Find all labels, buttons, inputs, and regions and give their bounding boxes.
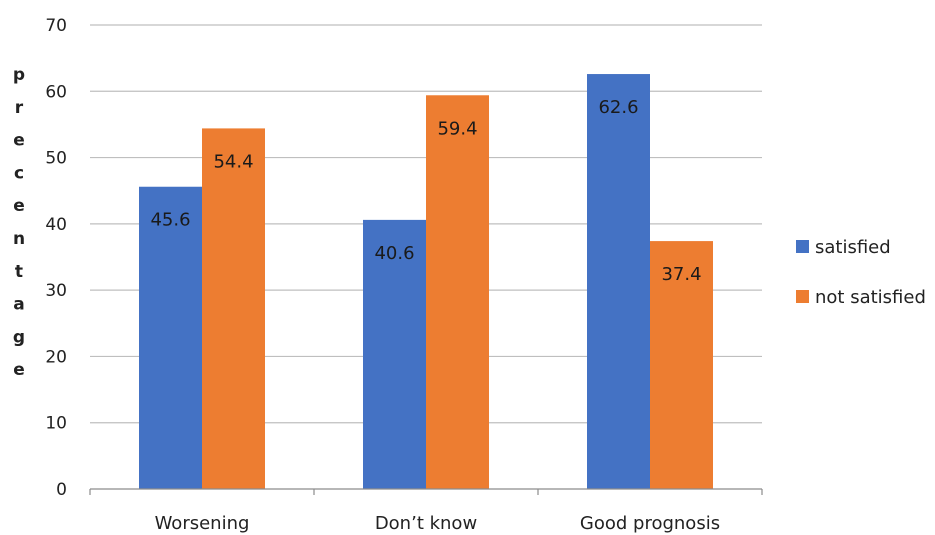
y-axis-label-letter: e xyxy=(13,196,25,216)
y-axis-label-letter: c xyxy=(14,163,24,183)
y-axis-label-letter: g xyxy=(13,327,25,347)
y-tick-label: 20 xyxy=(45,347,67,367)
legend-label: satisfied xyxy=(815,237,891,258)
y-axis-label-letter: e xyxy=(13,131,25,151)
y-tick-label: 10 xyxy=(45,414,67,434)
y-axis-label-letter: p xyxy=(13,65,25,85)
y-tick-label: 0 xyxy=(56,480,67,500)
y-axis-label-letter: e xyxy=(13,360,25,380)
bars xyxy=(139,74,713,490)
data-label: 59.4 xyxy=(437,118,477,139)
x-category-label: Worsening xyxy=(155,513,250,534)
y-axis-label-letter: a xyxy=(13,295,24,315)
x-category-label: Don’t know xyxy=(375,513,477,534)
y-tick-label: 60 xyxy=(45,82,67,102)
bar-not-satisfied-1 xyxy=(426,95,489,490)
legend-swatch-not-satisfied xyxy=(796,290,809,303)
y-axis-label-letter: r xyxy=(15,98,24,118)
data-label: 62.6 xyxy=(598,97,638,118)
bar-satisfied-1 xyxy=(363,219,426,489)
legend-label: not satisfied xyxy=(815,287,926,308)
bar-satisfied-0 xyxy=(139,186,202,490)
bar-not-satisfied-2 xyxy=(650,241,713,489)
y-tick-label: 70 xyxy=(45,16,67,36)
axes: 0 10 20 30 40 50 60 70 Worsening Don’t know Good p… xyxy=(45,16,763,534)
y-axis-label-letter: t xyxy=(15,262,23,282)
x-category-label: Good prognosis xyxy=(580,513,720,534)
data-labels: 45.6 54.4 40.6 59.4 62.6 37.4 xyxy=(150,97,701,285)
bar-satisfied-2 xyxy=(587,74,650,490)
y-axis-label-letter: n xyxy=(13,229,25,249)
y-tick-label: 50 xyxy=(45,149,67,169)
y-tick-label: 30 xyxy=(45,281,67,301)
legend: satisfied not satisfied xyxy=(796,237,926,308)
legend-swatch-satisfied xyxy=(796,240,809,253)
y-tick-label: 40 xyxy=(45,215,67,235)
data-label: 37.4 xyxy=(661,264,701,285)
data-label: 45.6 xyxy=(150,210,190,231)
bar-not-satisfied-0 xyxy=(202,128,265,490)
data-label: 40.6 xyxy=(374,243,414,264)
data-label: 54.4 xyxy=(213,151,253,172)
